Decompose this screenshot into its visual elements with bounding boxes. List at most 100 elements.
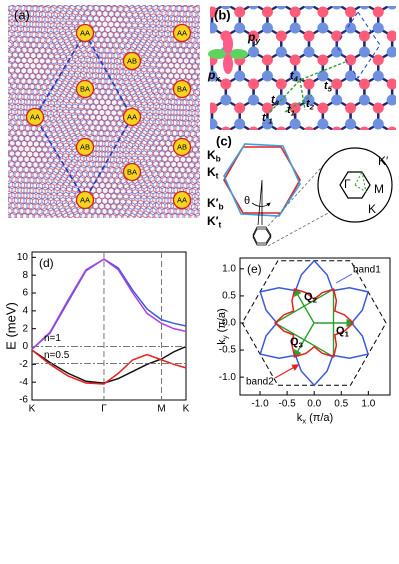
x-axis-label-unit: (π/a) xyxy=(309,412,333,424)
hopping-label: t2 xyxy=(306,98,315,111)
angle-label: θ xyxy=(244,195,250,207)
x-tick-label: K xyxy=(183,404,190,415)
y-tick-label: -1.0 xyxy=(219,372,237,383)
site-label: BA xyxy=(177,84,187,93)
valley-label-sub: b xyxy=(219,202,224,212)
site-label: BA xyxy=(127,167,137,176)
point-label: M xyxy=(374,182,384,196)
site xyxy=(303,143,314,154)
stacking-site xyxy=(75,190,95,210)
moire-cell xyxy=(34,31,133,202)
hopping-label-main: t xyxy=(324,80,329,92)
site xyxy=(387,6,396,10)
hopping-label: t3 xyxy=(271,94,280,107)
site xyxy=(275,78,287,90)
site xyxy=(289,54,301,66)
site xyxy=(220,78,232,90)
x-tick-label: -1.0 xyxy=(251,399,269,410)
site xyxy=(210,6,218,18)
site xyxy=(386,30,396,42)
hopping-label-main: t xyxy=(287,104,292,116)
site xyxy=(234,118,246,130)
valley-label: K′t xyxy=(207,214,222,230)
legend-label: band2 xyxy=(246,377,274,388)
site xyxy=(372,118,384,130)
site xyxy=(317,102,329,114)
site xyxy=(331,143,342,154)
stacking-site xyxy=(25,107,45,127)
x-tick-label: M xyxy=(157,404,165,415)
site xyxy=(303,78,315,90)
site xyxy=(303,30,315,42)
site xyxy=(317,70,329,82)
bond xyxy=(210,26,213,31)
hopping-label-main: t′ xyxy=(262,112,270,124)
site xyxy=(261,102,273,114)
site-label: AA xyxy=(80,195,90,204)
valley-label-main: K xyxy=(207,148,216,162)
orbital-label: px xyxy=(207,68,220,84)
site xyxy=(275,46,287,58)
site xyxy=(289,102,301,114)
valley-label-main: K xyxy=(207,165,216,179)
site xyxy=(358,46,370,58)
y-tick-label: 0 xyxy=(22,341,28,352)
site xyxy=(331,46,343,58)
bond xyxy=(210,105,213,110)
site xyxy=(387,143,398,154)
site xyxy=(331,6,342,10)
site-label: AA xyxy=(127,112,137,121)
site xyxy=(248,94,260,106)
q-label-main: Q xyxy=(304,291,313,303)
q-label-main: Q xyxy=(290,336,299,348)
site xyxy=(289,70,301,82)
y-tick-label: -4 xyxy=(19,377,28,388)
stacking-site xyxy=(75,23,95,43)
x-axis-label-sub: x xyxy=(302,416,306,425)
site xyxy=(331,126,342,130)
x-axis-label: kx (π/a) xyxy=(297,412,333,425)
point-label: K xyxy=(368,202,376,216)
unit-cell xyxy=(335,11,381,79)
site xyxy=(261,70,273,82)
panel-label: (d) xyxy=(39,256,54,270)
hopping-label-main: t xyxy=(290,70,295,82)
series-line xyxy=(31,258,187,350)
q-label: Q1 xyxy=(336,325,350,338)
y-tick-label: 2 xyxy=(22,323,28,334)
site xyxy=(358,94,370,106)
site xyxy=(234,102,246,114)
site xyxy=(210,70,218,82)
site xyxy=(261,118,273,130)
hopping-label: t1 xyxy=(287,104,295,117)
y-tick-label: -0.5 xyxy=(219,345,237,356)
hopping-label: t′1 xyxy=(262,112,273,125)
valley-label-sub: t xyxy=(219,220,222,230)
site xyxy=(234,6,246,18)
hopping-label-sub: 1 xyxy=(291,108,295,117)
site xyxy=(220,6,231,10)
site xyxy=(358,30,370,42)
x-tick-label: 1.0 xyxy=(361,399,375,410)
hopping-label-sub: 2 xyxy=(309,102,315,111)
site xyxy=(331,94,343,106)
site xyxy=(345,70,357,82)
site xyxy=(261,54,273,66)
hopping-label-main: t xyxy=(271,94,276,106)
hopping-paths xyxy=(269,61,346,113)
q-label-sub: 3 xyxy=(299,340,303,349)
site xyxy=(386,46,396,58)
nesting-vectors xyxy=(273,287,355,359)
orbital-label-sub: x xyxy=(214,74,220,84)
panel-label: (b) xyxy=(214,7,231,22)
site-label: AA xyxy=(177,28,187,37)
q-label-sub: 1 xyxy=(345,329,350,338)
series-line xyxy=(259,259,370,387)
site xyxy=(372,70,384,82)
orbital-label-sub: y xyxy=(254,36,260,46)
site xyxy=(248,6,259,10)
hopping-label: t5 xyxy=(324,80,333,93)
site xyxy=(289,6,301,18)
site-label: BA xyxy=(80,84,90,93)
